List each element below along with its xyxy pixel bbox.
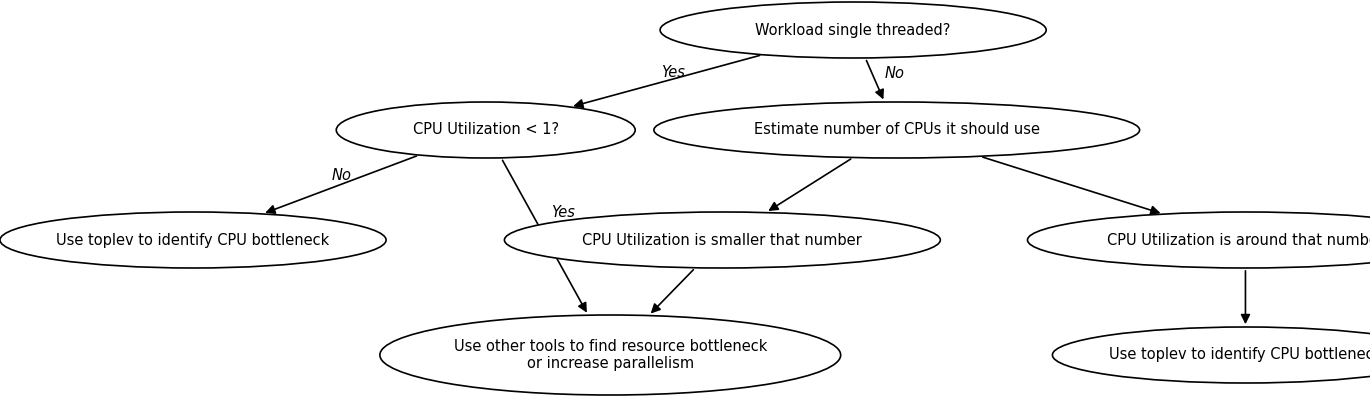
Text: CPU Utilization is around that number: CPU Utilization is around that number [1107,232,1370,248]
Text: No: No [885,66,904,81]
Text: Use other tools to find resource bottleneck
or increase parallelism: Use other tools to find resource bottlen… [453,339,767,371]
Text: No: No [332,168,352,183]
Ellipse shape [504,212,940,268]
Text: Use toplev to identify CPU bottleneck: Use toplev to identify CPU bottleneck [56,232,330,248]
Text: Yes: Yes [660,66,685,80]
Ellipse shape [379,315,841,395]
Text: Workload single threaded?: Workload single threaded? [755,23,951,37]
Ellipse shape [653,102,1140,158]
Text: Yes: Yes [551,206,574,220]
Text: CPU Utilization < 1?: CPU Utilization < 1? [412,122,559,138]
Text: Use toplev to identify CPU bottleneck: Use toplev to identify CPU bottleneck [1108,347,1370,363]
Ellipse shape [1052,327,1370,383]
Ellipse shape [0,212,386,268]
Text: CPU Utilization is smaller that number: CPU Utilization is smaller that number [582,232,862,248]
Ellipse shape [660,2,1047,58]
Ellipse shape [336,102,636,158]
Ellipse shape [1028,212,1370,268]
Text: Estimate number of CPUs it should use: Estimate number of CPUs it should use [754,122,1040,138]
